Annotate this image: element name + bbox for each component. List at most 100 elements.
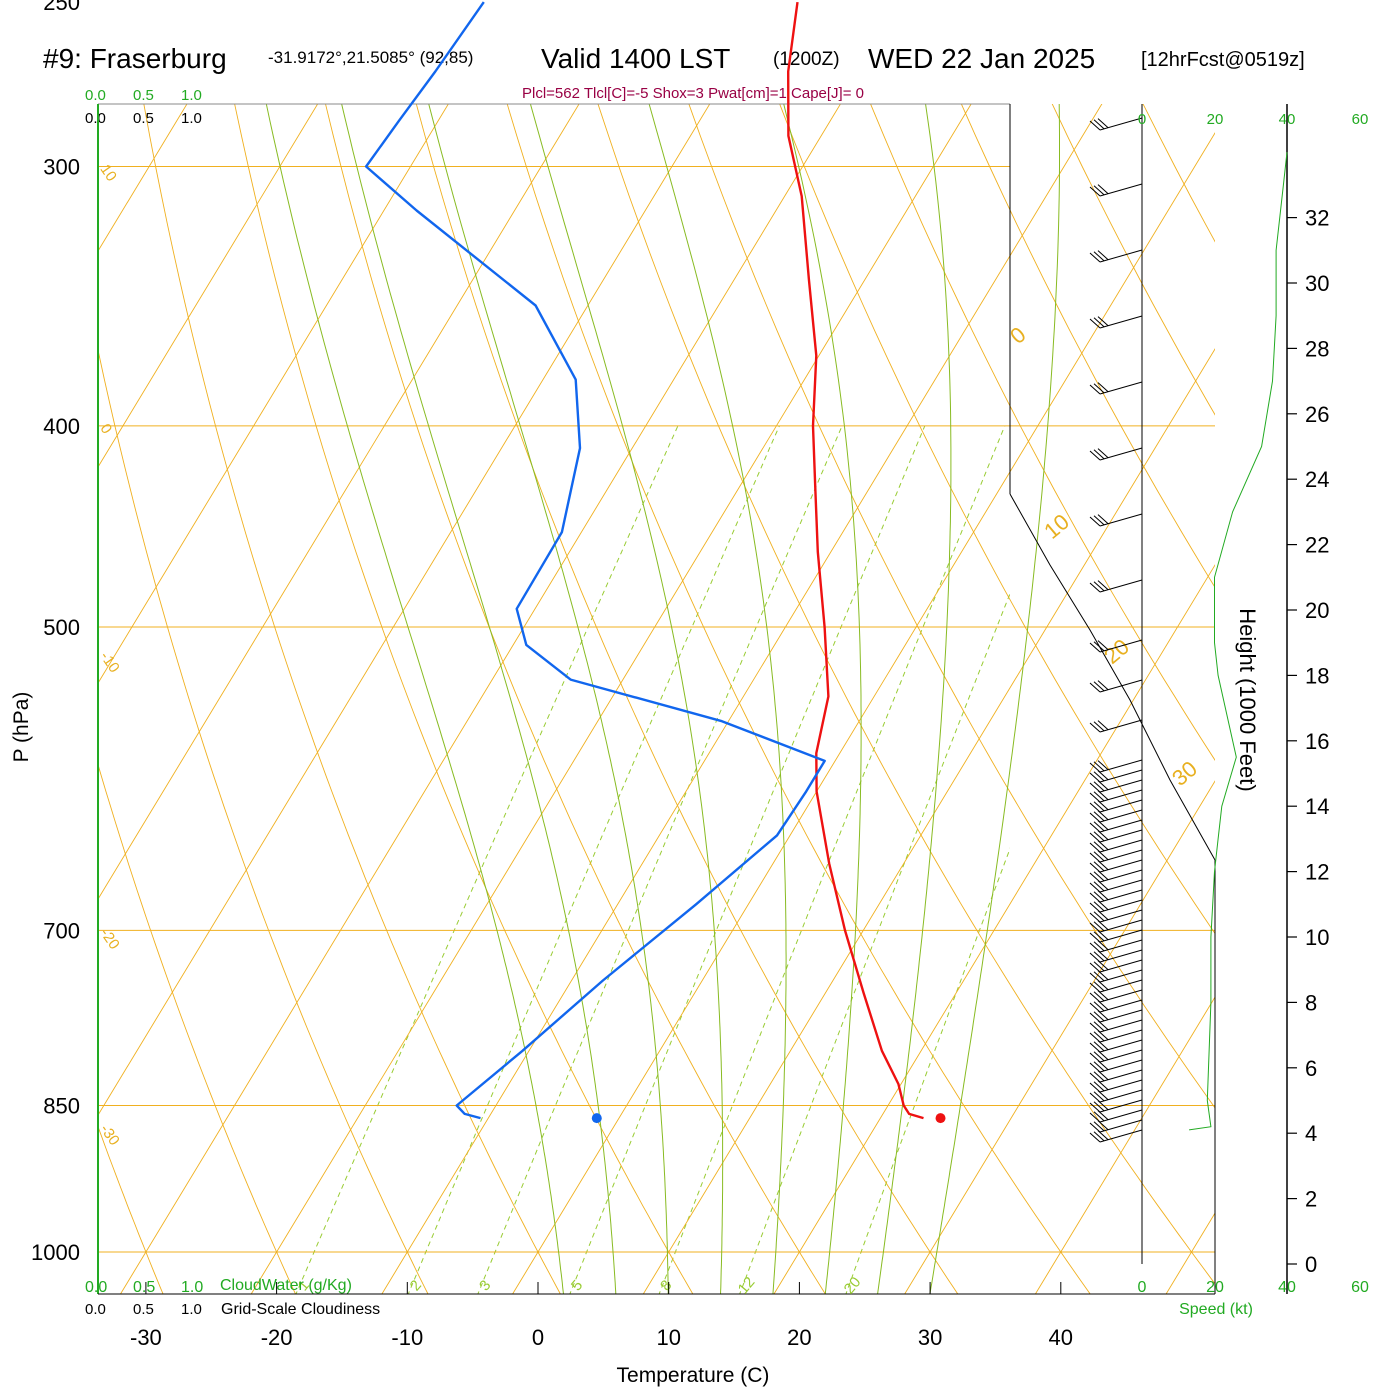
height-tick: 16	[1305, 729, 1329, 754]
wind-barb	[1089, 959, 1143, 973]
isotherm-label: 10	[1039, 509, 1074, 544]
dry-adiabat	[779, 104, 1215, 935]
height-tick: 18	[1305, 663, 1329, 688]
moist-adiabat	[529, 104, 724, 1294]
isotherm-line	[98, 104, 711, 1117]
wind-barb	[1089, 929, 1143, 943]
temperature-tick: 20	[787, 1325, 811, 1350]
zulu-time: (1200Z)	[773, 49, 840, 70]
wind-barb	[1089, 117, 1143, 131]
mixing-ratio-line	[569, 425, 926, 1294]
speed-tick-bottom-3: 60	[1351, 1279, 1369, 1296]
bottom-cl-tick-2: 1.0	[181, 1301, 202, 1318]
temperature-tick: -10	[391, 1325, 423, 1350]
top-cloudwater-scale: 0.0 0.5 1.0	[85, 87, 202, 104]
dry-adiabat	[597, 104, 1215, 1285]
temperature-axis: -30 -20 -10 0 10 20 30 40	[130, 1282, 1073, 1350]
wind-barb	[1089, 1019, 1143, 1033]
dry-adiabat	[98, 347, 429, 1294]
wind-barb	[1089, 859, 1143, 873]
pressure-tick-850: 850	[43, 1093, 80, 1118]
isotherm-line	[98, 104, 449, 684]
wind-barb	[1089, 639, 1143, 653]
dry-adiabat-label: -30	[96, 1121, 122, 1149]
wind-barb	[1089, 315, 1143, 329]
dry-adiabat	[325, 104, 826, 1294]
moist-adiabat	[783, 104, 862, 1294]
speed-tick-top-2: 40	[1279, 111, 1296, 128]
wind-barb	[1089, 969, 1143, 983]
height-tick: 30	[1305, 271, 1329, 296]
dewpoint-trace	[364, 1, 826, 1120]
height-tick: 14	[1305, 794, 1329, 819]
dry-adiabat-label: 0	[96, 421, 115, 438]
wind-barb	[1089, 1129, 1143, 1143]
bottom-cloudiness-scale: 0.0 0.5 1.0 Grid-Scale Cloudiness	[85, 1301, 380, 1318]
wind-barb	[1089, 1109, 1143, 1123]
dry-adiabat-label: -20	[96, 925, 122, 953]
dry-adiabat-label: 10	[96, 161, 119, 184]
wind-barb	[1089, 849, 1143, 863]
wind-barb	[1089, 909, 1143, 923]
height-axis-label: Height (1000 Feet)	[1235, 608, 1260, 791]
speed-profile	[1189, 152, 1288, 1131]
mixing-ratio-line	[658, 425, 1006, 1294]
x-axis-label: Temperature (C)	[617, 1364, 770, 1387]
moist-adiabat	[341, 104, 617, 1294]
bottom-cw-tick-0: 0.0	[85, 1279, 107, 1296]
bottom-cw-label: CloudWater (g/Kg)	[220, 1277, 352, 1294]
wind-barb	[1089, 679, 1143, 693]
height-tick: 4	[1305, 1121, 1317, 1146]
isotherm-label: 0	[1005, 322, 1030, 349]
dry-adiabat	[234, 104, 694, 1294]
wind-barb	[1089, 513, 1143, 527]
top-cl-tick-1: 0.5	[133, 110, 154, 127]
top-cl-tick-0: 0.0	[85, 110, 106, 127]
wind-barb	[1089, 799, 1143, 813]
temperature-tick: 40	[1049, 1325, 1073, 1350]
wind-barb	[1089, 1099, 1143, 1113]
forecast-date: WED 22 Jan 2025	[868, 43, 1095, 74]
dry-adiabat	[506, 104, 1091, 1294]
height-tick: 0	[1305, 1252, 1317, 1277]
speed-tick-bottom-1: 20	[1206, 1279, 1224, 1296]
wind-barb	[1089, 989, 1143, 1003]
wind-barb	[1089, 1079, 1143, 1093]
temperature-trace	[787, 1, 924, 1120]
wind-barb	[1089, 939, 1143, 953]
bottom-cw-tick-2: 1.0	[181, 1279, 203, 1296]
dry-adiabat	[870, 104, 1215, 761]
wind-barb	[1089, 899, 1143, 913]
station-coords: -31.9172°,21.5085° (92,85)	[268, 48, 473, 67]
dry-adiabat	[0, 2, 31, 1296]
wind-barb	[1089, 759, 1143, 773]
bottom-cl-label: Grid-Scale Cloudiness	[221, 1301, 380, 1318]
pressure-tick-400: 400	[43, 414, 80, 439]
isotherm-line	[98, 104, 188, 252]
surface_temperature-marker	[935, 1113, 946, 1124]
dry-adiabat	[415, 104, 959, 1294]
height-tick: 32	[1305, 206, 1329, 231]
wind-barb	[1089, 249, 1143, 263]
height-tick: 10	[1305, 925, 1329, 950]
wind-barb	[1089, 1039, 1143, 1053]
wind-barb	[1089, 447, 1143, 461]
isotherm-line	[98, 104, 580, 900]
top-cl-tick-2: 1.0	[181, 110, 202, 127]
bottom-cw-tick-1: 0.5	[133, 1279, 155, 1296]
surface_dewpoint-marker	[591, 1113, 602, 1124]
pressure-tick-700: 700	[43, 918, 80, 943]
wind-barb	[1089, 949, 1143, 963]
temperature-tick: 30	[918, 1325, 942, 1350]
wind-barb	[1089, 889, 1143, 903]
top-cw-tick-1: 0.5	[133, 87, 154, 104]
speed-tick-top-0: 0	[1138, 111, 1146, 128]
height-tick: 8	[1305, 990, 1317, 1015]
wind-barb	[1089, 869, 1143, 883]
isotherm-line	[512, 132, 1215, 1294]
y-axis-label: P (hPa)	[10, 692, 33, 763]
height-tick: 28	[1305, 336, 1329, 361]
pressure-tick-250: 250	[43, 0, 80, 15]
dry-adiabat	[143, 104, 561, 1294]
